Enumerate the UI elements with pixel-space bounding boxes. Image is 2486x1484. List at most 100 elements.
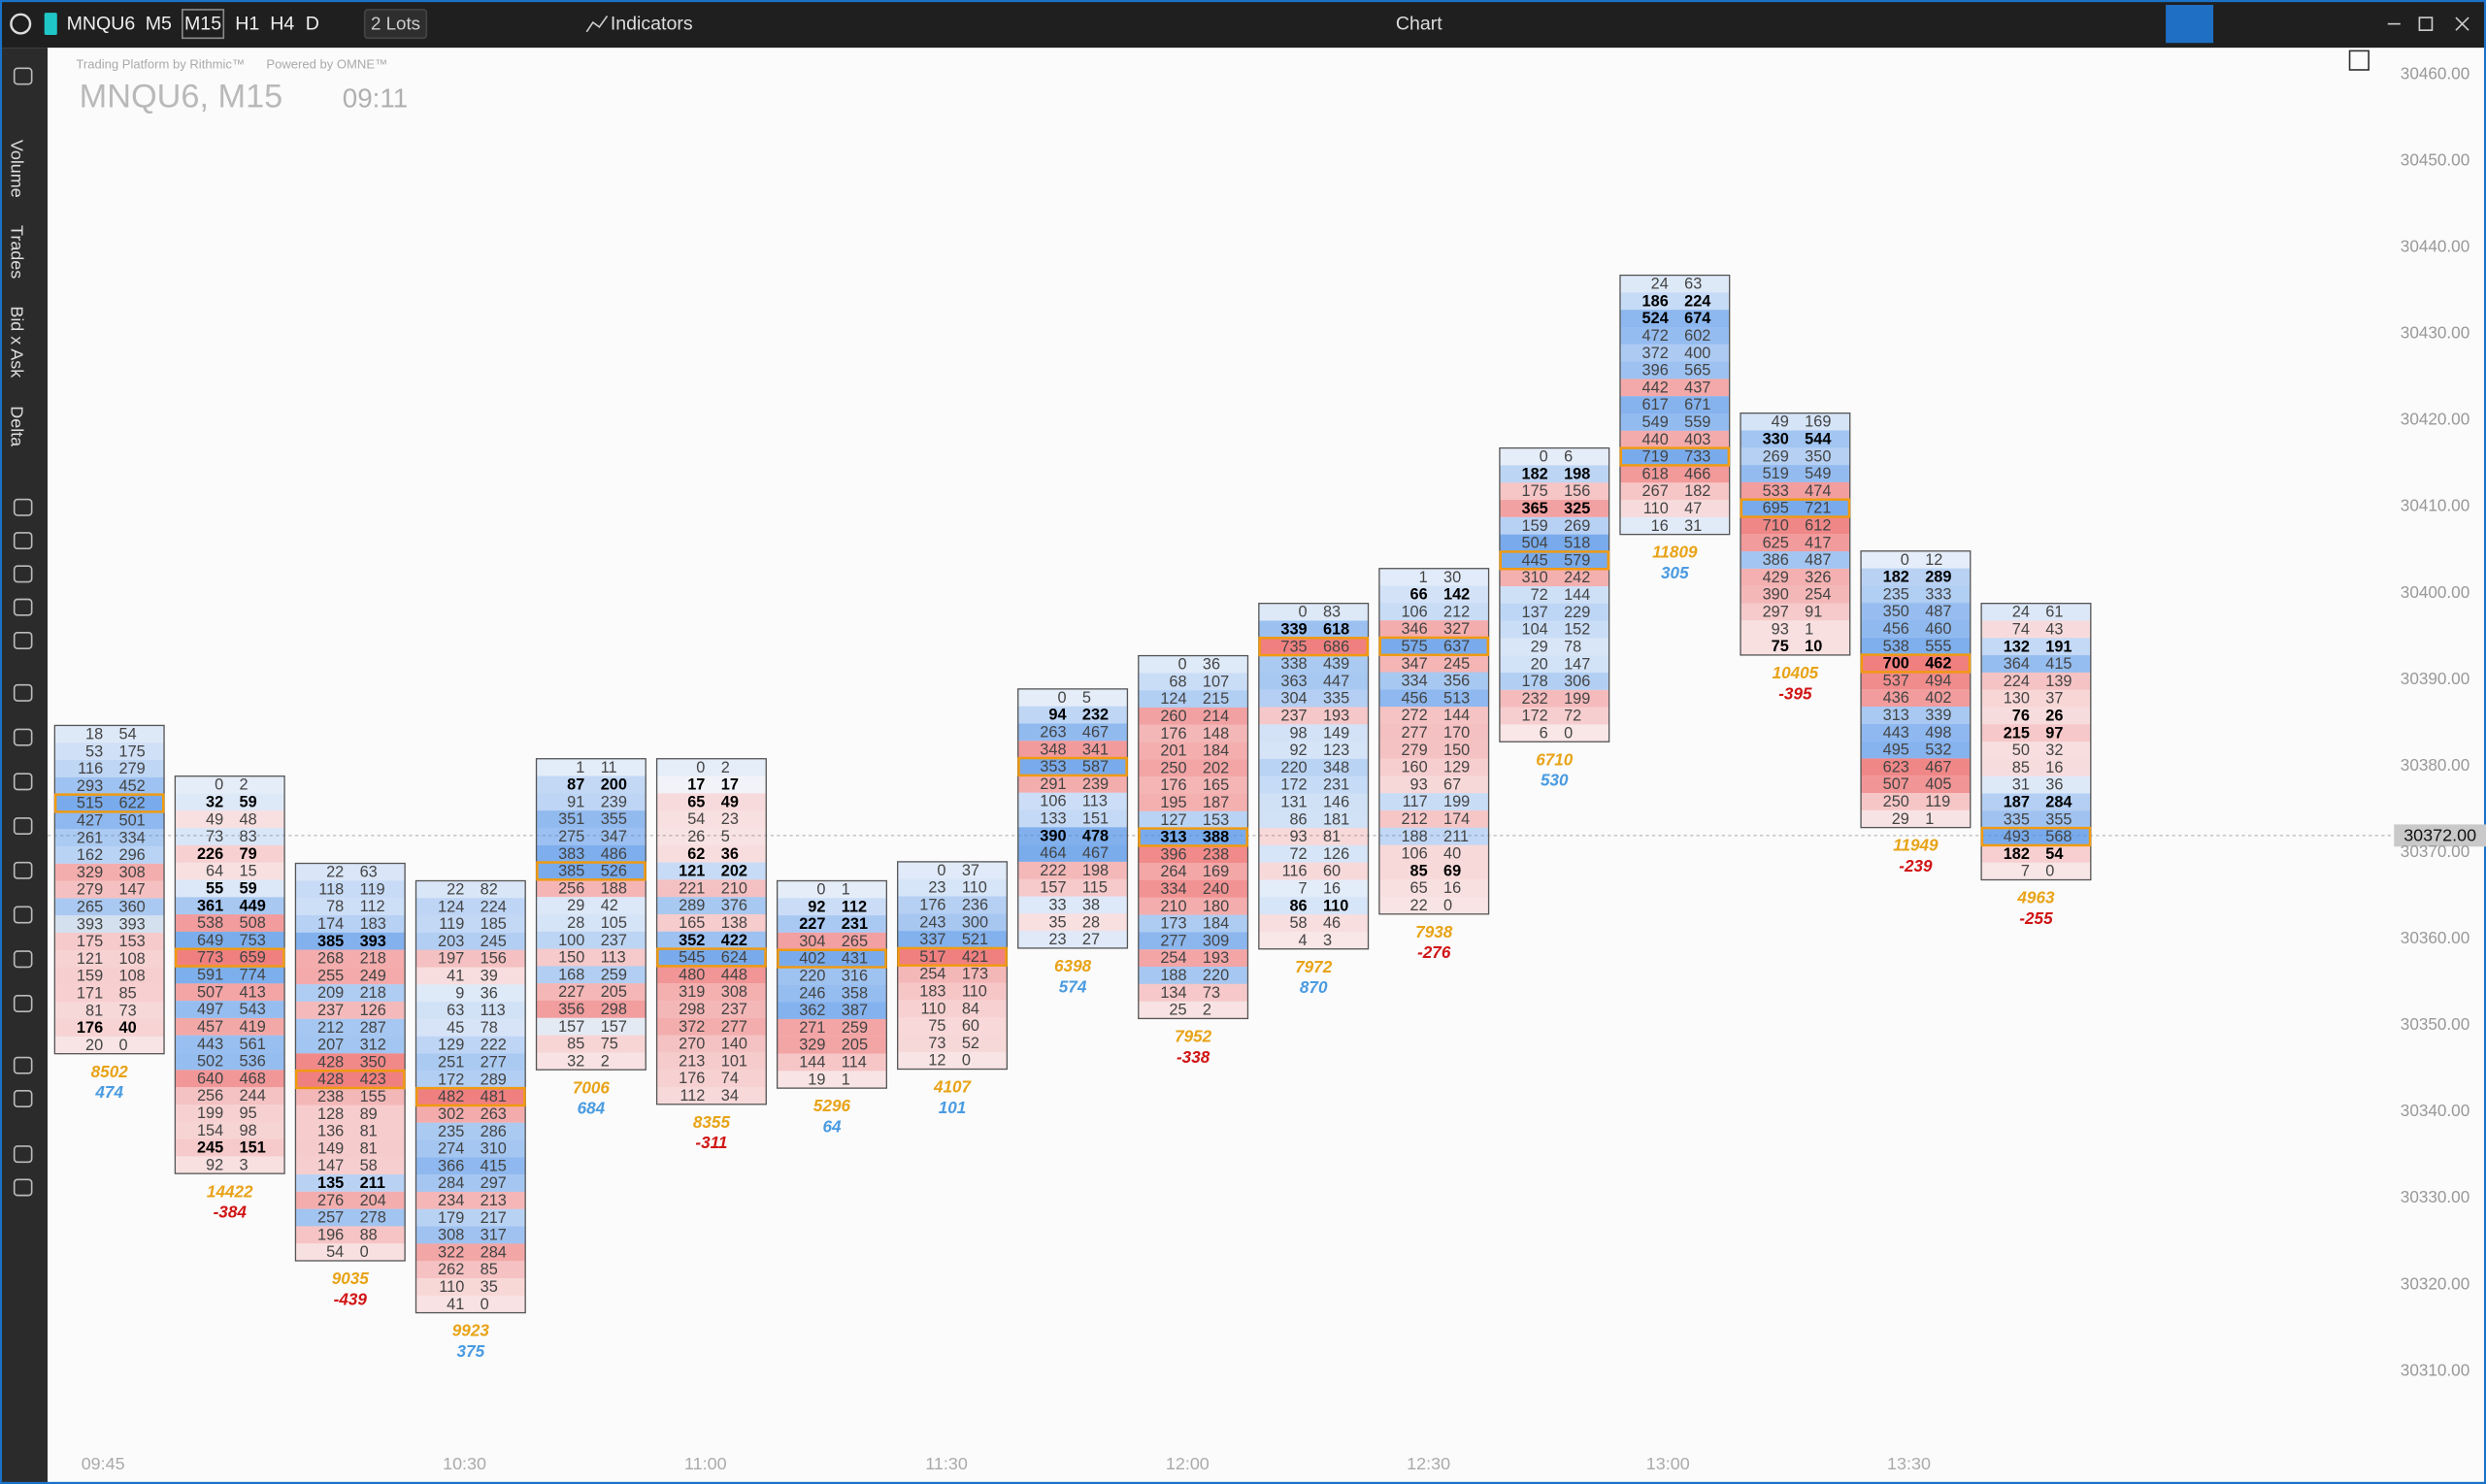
- timeframe[interactable]: H4: [270, 14, 294, 35]
- tool-icon[interactable]: [13, 1178, 33, 1197]
- tool-icon[interactable]: [13, 498, 33, 516]
- footprint-cell: [1861, 775, 1971, 794]
- bid-volume: 352: [679, 932, 705, 949]
- footprint-cell: [295, 1157, 406, 1174]
- footprint[interactable]: 0 5 94 232 263 467 348 341 353 587 291 239 106 113 133…: [1017, 688, 1129, 996]
- poc-box: [1378, 636, 1489, 656]
- footprint-cell: [54, 933, 165, 950]
- sidebar-tab[interactable]: Delta: [8, 406, 27, 446]
- footprint-cell: [415, 1053, 526, 1072]
- bid-volume: 196: [317, 1226, 344, 1243]
- ask-volume: 81: [1323, 828, 1341, 845]
- tool-icon[interactable]: [13, 565, 33, 583]
- footprint[interactable]: 18 54 53 175 116 279 293 452 515 622 427 501 261 334 1…: [53, 724, 165, 1102]
- active-timeframe-box[interactable]: [182, 9, 225, 40]
- footprint-cell: [295, 880, 406, 899]
- ask-volume: 360: [118, 898, 145, 915]
- ask-volume: 448: [721, 966, 747, 983]
- symbol[interactable]: MNQU6: [67, 14, 136, 35]
- footprint-cell: [54, 898, 165, 916]
- bid-volume: 497: [197, 1001, 223, 1018]
- bid-volume: 81: [85, 1002, 103, 1019]
- close-icon[interactable]: [2455, 16, 2469, 31]
- footprint-cell: [175, 1001, 285, 1018]
- bid-volume: 22: [447, 881, 464, 899]
- sidebar-tab[interactable]: Volume: [8, 140, 27, 198]
- bid-volume: 269: [1763, 447, 1789, 465]
- footprint-cell: [1138, 967, 1248, 984]
- timeframe[interactable]: D: [306, 14, 319, 35]
- bid-volume: 32: [567, 1052, 584, 1070]
- bid-volume: 73: [206, 828, 223, 845]
- tool-icon[interactable]: [13, 1056, 33, 1074]
- tool-icon[interactable]: [13, 995, 33, 1012]
- bid-volume: 168: [558, 966, 584, 983]
- ask-volume: 447: [1323, 673, 1349, 690]
- sidebar-tab[interactable]: Trades: [8, 225, 27, 279]
- tool-icon[interactable]: [13, 950, 33, 969]
- footprint-cell: [415, 1243, 526, 1262]
- timeframe[interactable]: H1: [235, 14, 259, 35]
- footprint-cell: [1619, 500, 1730, 517]
- time-label: 11:30: [925, 1454, 968, 1473]
- footprint-cell: [1017, 878, 1128, 897]
- footprint[interactable]: 1 30 66 142 106 212 346 327 575 637 347 245 334 356 45…: [1378, 568, 1490, 962]
- bid-volume: 442: [1642, 379, 1669, 396]
- footprint-cell: [295, 1122, 406, 1140]
- tool-icon[interactable]: [13, 817, 33, 836]
- footprint-cell: [1740, 534, 1850, 552]
- footprint[interactable]: 24 61 74 43 132 191 364 415 224 139 130 37 76 26 215 97…: [1980, 603, 2092, 928]
- footprint[interactable]: 0 36 68 107 124 215 260 214 176 148 201 184 250 202 17…: [1138, 654, 1249, 1067]
- ask-volume: 238: [1203, 845, 1229, 863]
- tool-icon[interactable]: [13, 1090, 33, 1107]
- ask-volume: 97: [2045, 724, 2063, 742]
- ask-volume: 184: [1203, 742, 1229, 760]
- time-label: 13:00: [1646, 1454, 1690, 1473]
- tool-icon[interactable]: [13, 773, 33, 791]
- indicators[interactable]: Indicators: [611, 14, 693, 35]
- bid-volume: 110: [920, 1000, 945, 1017]
- footprint[interactable]: 0 83 339 618 735 686 338 439 363 447 304 335 237 193 9…: [1258, 603, 1370, 997]
- footprint[interactable]: 0 2 32 59 49 48 73 83 226 79 64 15 55 59 361 449 538 508 6…: [174, 775, 285, 1222]
- timeframe[interactable]: M15: [184, 14, 221, 35]
- footprint[interactable]: 0 12 182 289 235 333 350 487 456 460 538 555 700 462 5…: [1860, 550, 1972, 875]
- footprint-cell: [1740, 585, 1850, 604]
- footprint-cell: [415, 1226, 526, 1244]
- tool-icon[interactable]: [13, 631, 33, 649]
- footprint[interactable]: 24 63 186 224 524 674 472 602 372 400 396 565 442 437…: [1619, 274, 1731, 582]
- logo[interactable]: [10, 13, 32, 35]
- tool-icon[interactable]: [13, 861, 33, 879]
- maximize-icon[interactable]: [2418, 16, 2434, 31]
- tool-icon[interactable]: [13, 532, 33, 550]
- timeframe[interactable]: M5: [146, 14, 172, 35]
- tool-icon[interactable]: [13, 67, 33, 85]
- bid-volume: 270: [679, 1036, 705, 1053]
- footprint[interactable]: 22 82 124 224 119 185 203 245 197 156 41 39 9 36 63 113…: [414, 879, 526, 1361]
- footprint[interactable]: 0 37 23 110 176 236 243 300 337 521 517 421 254 173 18…: [897, 861, 1009, 1117]
- camera-button[interactable]: [2166, 5, 2214, 44]
- indicators-icon[interactable]: [585, 15, 609, 33]
- ask-volume: 147: [1564, 655, 1590, 673]
- ask-volume: 612: [1805, 517, 1831, 535]
- footprint-cell: [536, 827, 646, 845]
- sidebar-tab[interactable]: Bid x Ask: [8, 306, 27, 378]
- bid-volume: 172: [1280, 776, 1307, 794]
- tool-icon[interactable]: [13, 1145, 33, 1164]
- ask-volume: 82: [481, 881, 498, 899]
- footprint[interactable]: 49 169 330 544 269 350 519 549 533 474 695 721 710 61…: [1740, 412, 1851, 704]
- ask-volume: 16: [2045, 759, 2063, 776]
- bid-volume: 76: [2012, 708, 2030, 725]
- tool-icon[interactable]: [13, 598, 33, 616]
- scroll-end-button[interactable]: [2348, 49, 2370, 71]
- tool-icon[interactable]: [13, 728, 33, 746]
- lots-box[interactable]: [363, 9, 428, 40]
- price-label: 30440.00: [2401, 237, 2469, 256]
- lots[interactable]: 2 Lots: [371, 13, 420, 33]
- tool-icon[interactable]: [13, 906, 33, 924]
- tool-icon[interactable]: [13, 683, 33, 702]
